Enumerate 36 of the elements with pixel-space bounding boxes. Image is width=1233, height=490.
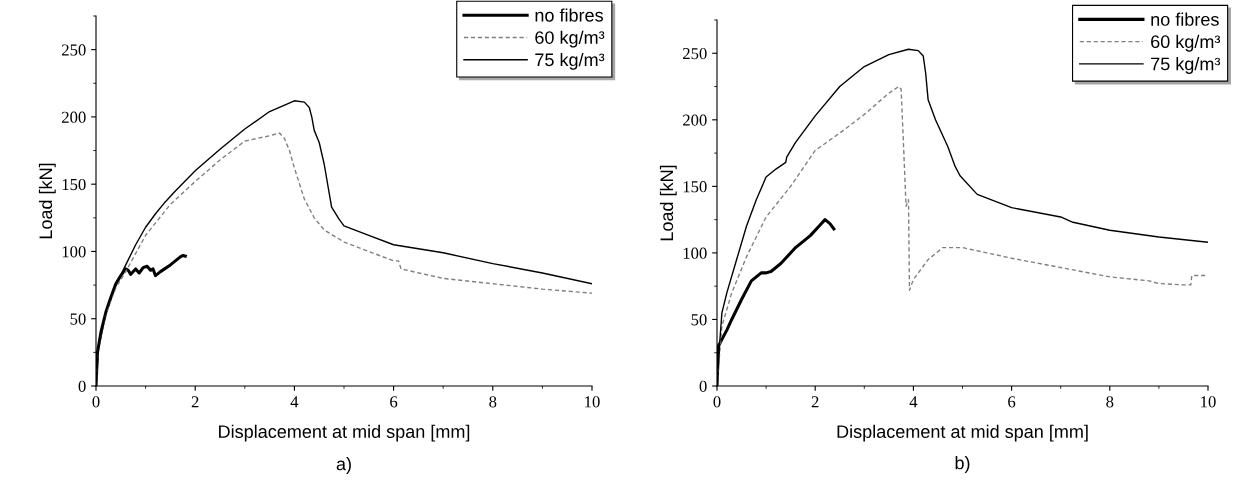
y-tick-label: 0 [78,380,86,392]
legend-label: 60 kg/m³ [535,30,605,48]
legend-label: 60 kg/m³ [1151,34,1221,52]
y-tick-label: 100 [683,247,707,259]
x-tick-label: 6 [1008,396,1016,408]
y-tick-label: 200 [683,114,707,126]
legend-label: 75 kg/m³ [535,52,605,70]
x-tick-label: 8 [489,396,497,408]
legend-label: no fibres [535,8,603,22]
y-tick-label: 100 [62,246,86,258]
y-axis-title: Load [kN] [659,165,677,241]
x-tick-label: 8 [1106,396,1114,408]
y-tick-label: 200 [62,111,86,123]
y-tick-label: 0 [699,380,707,392]
y-tick-label: 50 [70,313,86,325]
y-tick-label: 150 [62,178,86,191]
text: b) [955,456,970,473]
x-tick-label: 2 [811,396,819,408]
x-tick-label: 0 [92,396,100,408]
x-tick-label: 4 [290,396,299,408]
x-tick-label: 10 [585,396,600,408]
x-tick-label: 10 [1201,396,1216,408]
y-tick-label: 250 [683,47,707,60]
x-tick-label: 4 [909,396,918,408]
y-tick-label: 150 [683,181,707,193]
x-tick-label: 0 [713,396,721,408]
legend-label: no fibres [1151,12,1219,26]
y-axis-title: Load [kN] [38,163,56,239]
x-tick-label: 6 [390,396,398,408]
x-axis-title: Displacement at mid span [mm] [219,424,470,442]
y-tick-label: 50 [691,314,707,326]
text: a) [336,457,351,474]
x-tick-label: 2 [191,396,199,408]
y-tick-label: 250 [62,44,86,56]
x-axis-title: Displacement at mid span [mm] [837,424,1088,442]
legend-label: 75 kg/m³ [1151,57,1221,74]
